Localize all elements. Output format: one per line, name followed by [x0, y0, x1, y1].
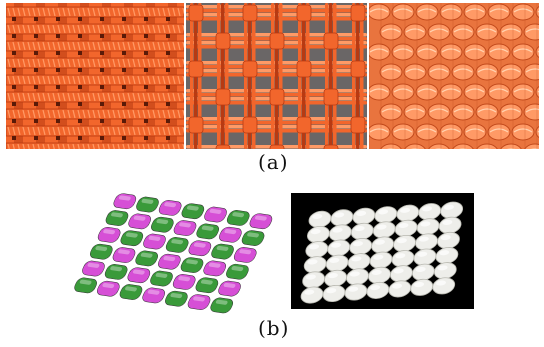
caption-a: (a) — [258, 150, 289, 174]
plain-weave-photo — [6, 3, 184, 149]
orange-twill-weave-icon — [369, 3, 539, 149]
basket-weave-photo — [186, 3, 367, 149]
orange-plain-weave-icon — [6, 3, 184, 149]
caption-b: (b) — [258, 316, 290, 340]
white-printed-weave-icon — [300, 201, 464, 304]
orange-basket-weave-icon — [186, 3, 367, 149]
weave-3d-model — [64, 193, 284, 317]
printed-weave-photo — [291, 193, 474, 309]
twill-weave-photo — [369, 3, 539, 149]
3d-weave-model-icon — [74, 193, 273, 314]
